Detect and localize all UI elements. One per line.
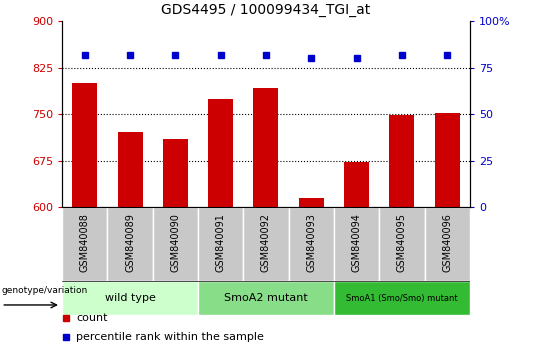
Text: wild type: wild type [105,293,156,303]
Text: GSM840094: GSM840094 [352,213,362,272]
Text: GSM840088: GSM840088 [80,213,90,272]
Bar [424,207,470,281]
Title: GDS4495 / 100099434_TGI_at: GDS4495 / 100099434_TGI_at [161,4,370,17]
Bar [198,281,334,315]
Bar [62,207,107,281]
Text: GSM840089: GSM840089 [125,213,135,272]
Text: genotype/variation: genotype/variation [1,286,87,295]
Bar [253,87,279,207]
Text: GSM840092: GSM840092 [261,213,271,272]
Text: GSM840091: GSM840091 [215,213,226,272]
Bar [334,281,470,315]
Text: percentile rank within the sample: percentile rank within the sample [76,332,264,342]
Text: SmoA2 mutant: SmoA2 mutant [224,293,308,303]
Bar [153,207,198,281]
Text: count: count [76,313,108,323]
Bar [334,207,379,281]
Text: GSM840096: GSM840096 [442,213,452,272]
Bar [389,115,414,207]
Bar [62,281,198,315]
Bar [379,207,424,281]
Text: SmoA1 (Smo/Smo) mutant: SmoA1 (Smo/Smo) mutant [346,294,458,303]
Bar [299,198,323,207]
Text: GSM840090: GSM840090 [170,213,180,272]
Bar [118,131,143,207]
Bar [107,207,153,281]
Bar [344,162,369,207]
Text: GSM840093: GSM840093 [306,213,316,272]
Bar [288,207,334,281]
Bar [163,139,188,207]
Bar [244,207,288,281]
Bar [72,83,97,207]
Text: GSM840095: GSM840095 [397,213,407,272]
Bar [208,99,233,207]
Bar [435,113,460,207]
Bar [198,207,244,281]
